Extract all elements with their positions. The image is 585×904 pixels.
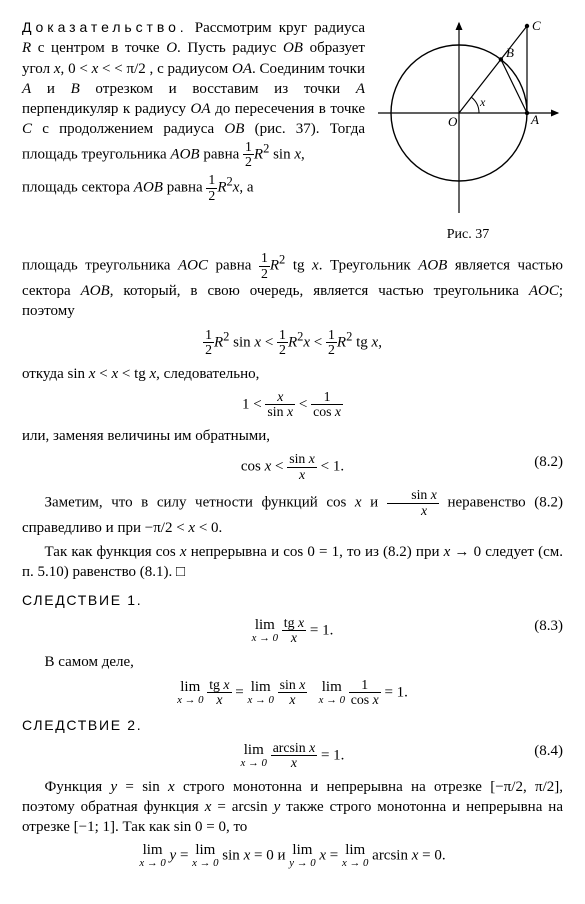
cor1-proof: limx → 0 tg xx = limx → 0 sin xx limx → … [22, 678, 563, 708]
eq-number-83: (8.3) [534, 616, 563, 636]
whence-line: откуда sin x < x < tg x, следовательно, [22, 364, 563, 384]
svg-text:x: x [479, 95, 486, 109]
inequality-2: 1 < xsin x < 1cos x [22, 390, 563, 420]
aoc-line: площадь треугольника AOC равна 12R2 tg x… [22, 251, 563, 321]
monotone-para: Функция y = sin x строго монотонна и неп… [22, 777, 563, 838]
final-limits: limx → 0 y = limx → 0 sin x = 0 и limy →… [22, 843, 563, 869]
eq-8-3: limx → 0 tg xx = 1. (8.3) [22, 616, 563, 646]
eq-number-84: (8.4) [534, 741, 563, 761]
inequality-1: 12R2 sin x < 12R2x < 12R2 tg x, [22, 328, 563, 358]
eq-number-82: (8.2) [534, 452, 563, 472]
continuity-para: Так как функция cos x непрерывна и cos 0… [22, 542, 563, 583]
eq-8-2: cos x < sin xx < 1. (8.2) [22, 452, 563, 482]
eq-8-4: limx → 0 arcsin xx = 1. (8.4) [22, 741, 563, 771]
note-parity: Заметим, что в силу четности функций cos… [22, 488, 563, 538]
half-frac: 12 [243, 140, 254, 170]
figure-caption: Рис. 37 [373, 226, 563, 245]
svg-text:B: B [506, 45, 514, 60]
indeed-line: В самом деле, [22, 652, 563, 672]
or-replacing: или, заменяя величины им обратными, [22, 426, 563, 446]
circle-diagram: x O A B C [373, 18, 563, 218]
corollary-2-heading: СЛЕДСТВИЕ 2. [22, 716, 563, 735]
figure-37: x O A B C Рис. 37 [373, 18, 563, 245]
proof-label: Доказательство. [22, 19, 188, 35]
svg-text:C: C [532, 18, 541, 33]
corollary-1-heading: СЛЕДСТВИЕ 1. [22, 591, 563, 610]
svg-text:O: O [448, 114, 458, 129]
svg-text:A: A [530, 112, 539, 127]
